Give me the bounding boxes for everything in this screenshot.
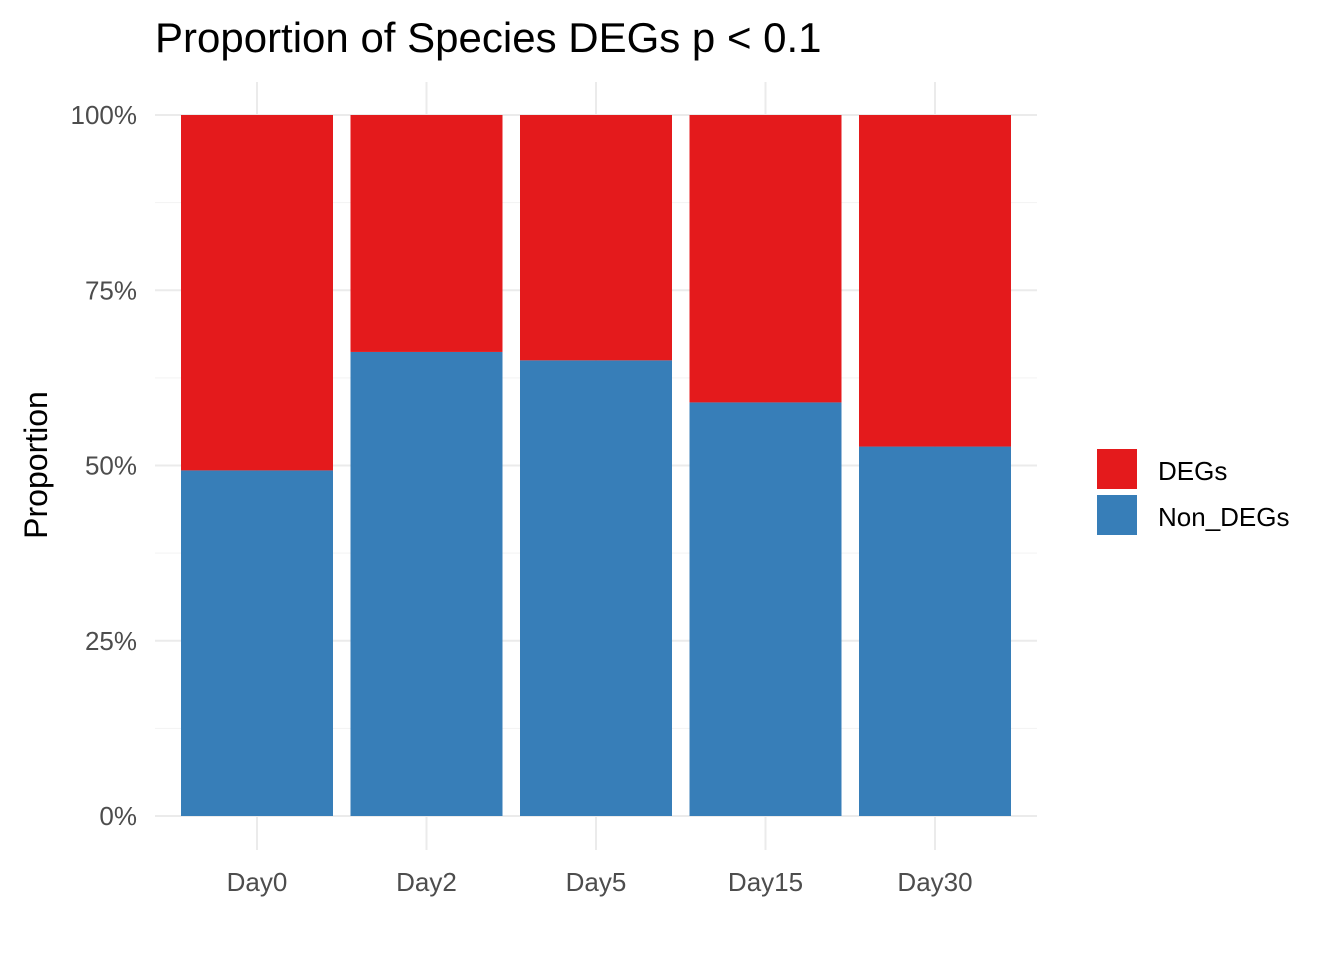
bar-day5-non-degs xyxy=(520,360,672,816)
legend-label-degs: DEGs xyxy=(1158,456,1227,486)
x-tick-label: Day30 xyxy=(897,867,972,897)
bar-day0-degs xyxy=(181,115,333,471)
x-tick-label: Day2 xyxy=(396,867,457,897)
chart-title: Proportion of Species DEGs p < 0.1 xyxy=(155,14,822,61)
bar-day2-degs xyxy=(350,115,503,352)
x-tick-label: Day15 xyxy=(728,867,803,897)
y-tick-label: 50% xyxy=(85,451,137,481)
bar-day30-non-degs xyxy=(859,446,1011,816)
bar-day0-non-degs xyxy=(181,470,333,816)
y-axis-title: Proportion xyxy=(18,391,54,539)
x-tick-label: Day5 xyxy=(566,867,627,897)
bar-day30-degs xyxy=(859,115,1011,447)
legend-swatch-degs xyxy=(1097,449,1137,489)
y-tick-label: 75% xyxy=(85,275,137,305)
legend-label-non-degs: Non_DEGs xyxy=(1158,502,1290,532)
legend: DEGs Non_DEGs xyxy=(1097,449,1290,535)
y-tick-labels: 0% 25% 50% 75% 100% xyxy=(71,100,138,831)
y-tick-label: 25% xyxy=(85,626,137,656)
y-tick-label: 0% xyxy=(99,801,137,831)
bars xyxy=(181,115,1011,816)
legend-swatch-non-degs xyxy=(1097,495,1137,535)
bar-day2-non-degs xyxy=(350,351,503,816)
bar-day15-degs xyxy=(689,115,842,403)
y-tick-label: 100% xyxy=(71,100,138,130)
bar-day5-degs xyxy=(520,115,672,361)
x-tick-labels: Day0 Day2 Day5 Day15 Day30 xyxy=(227,867,973,897)
x-tick-label: Day0 xyxy=(227,867,288,897)
bar-day15-non-degs xyxy=(689,402,842,816)
